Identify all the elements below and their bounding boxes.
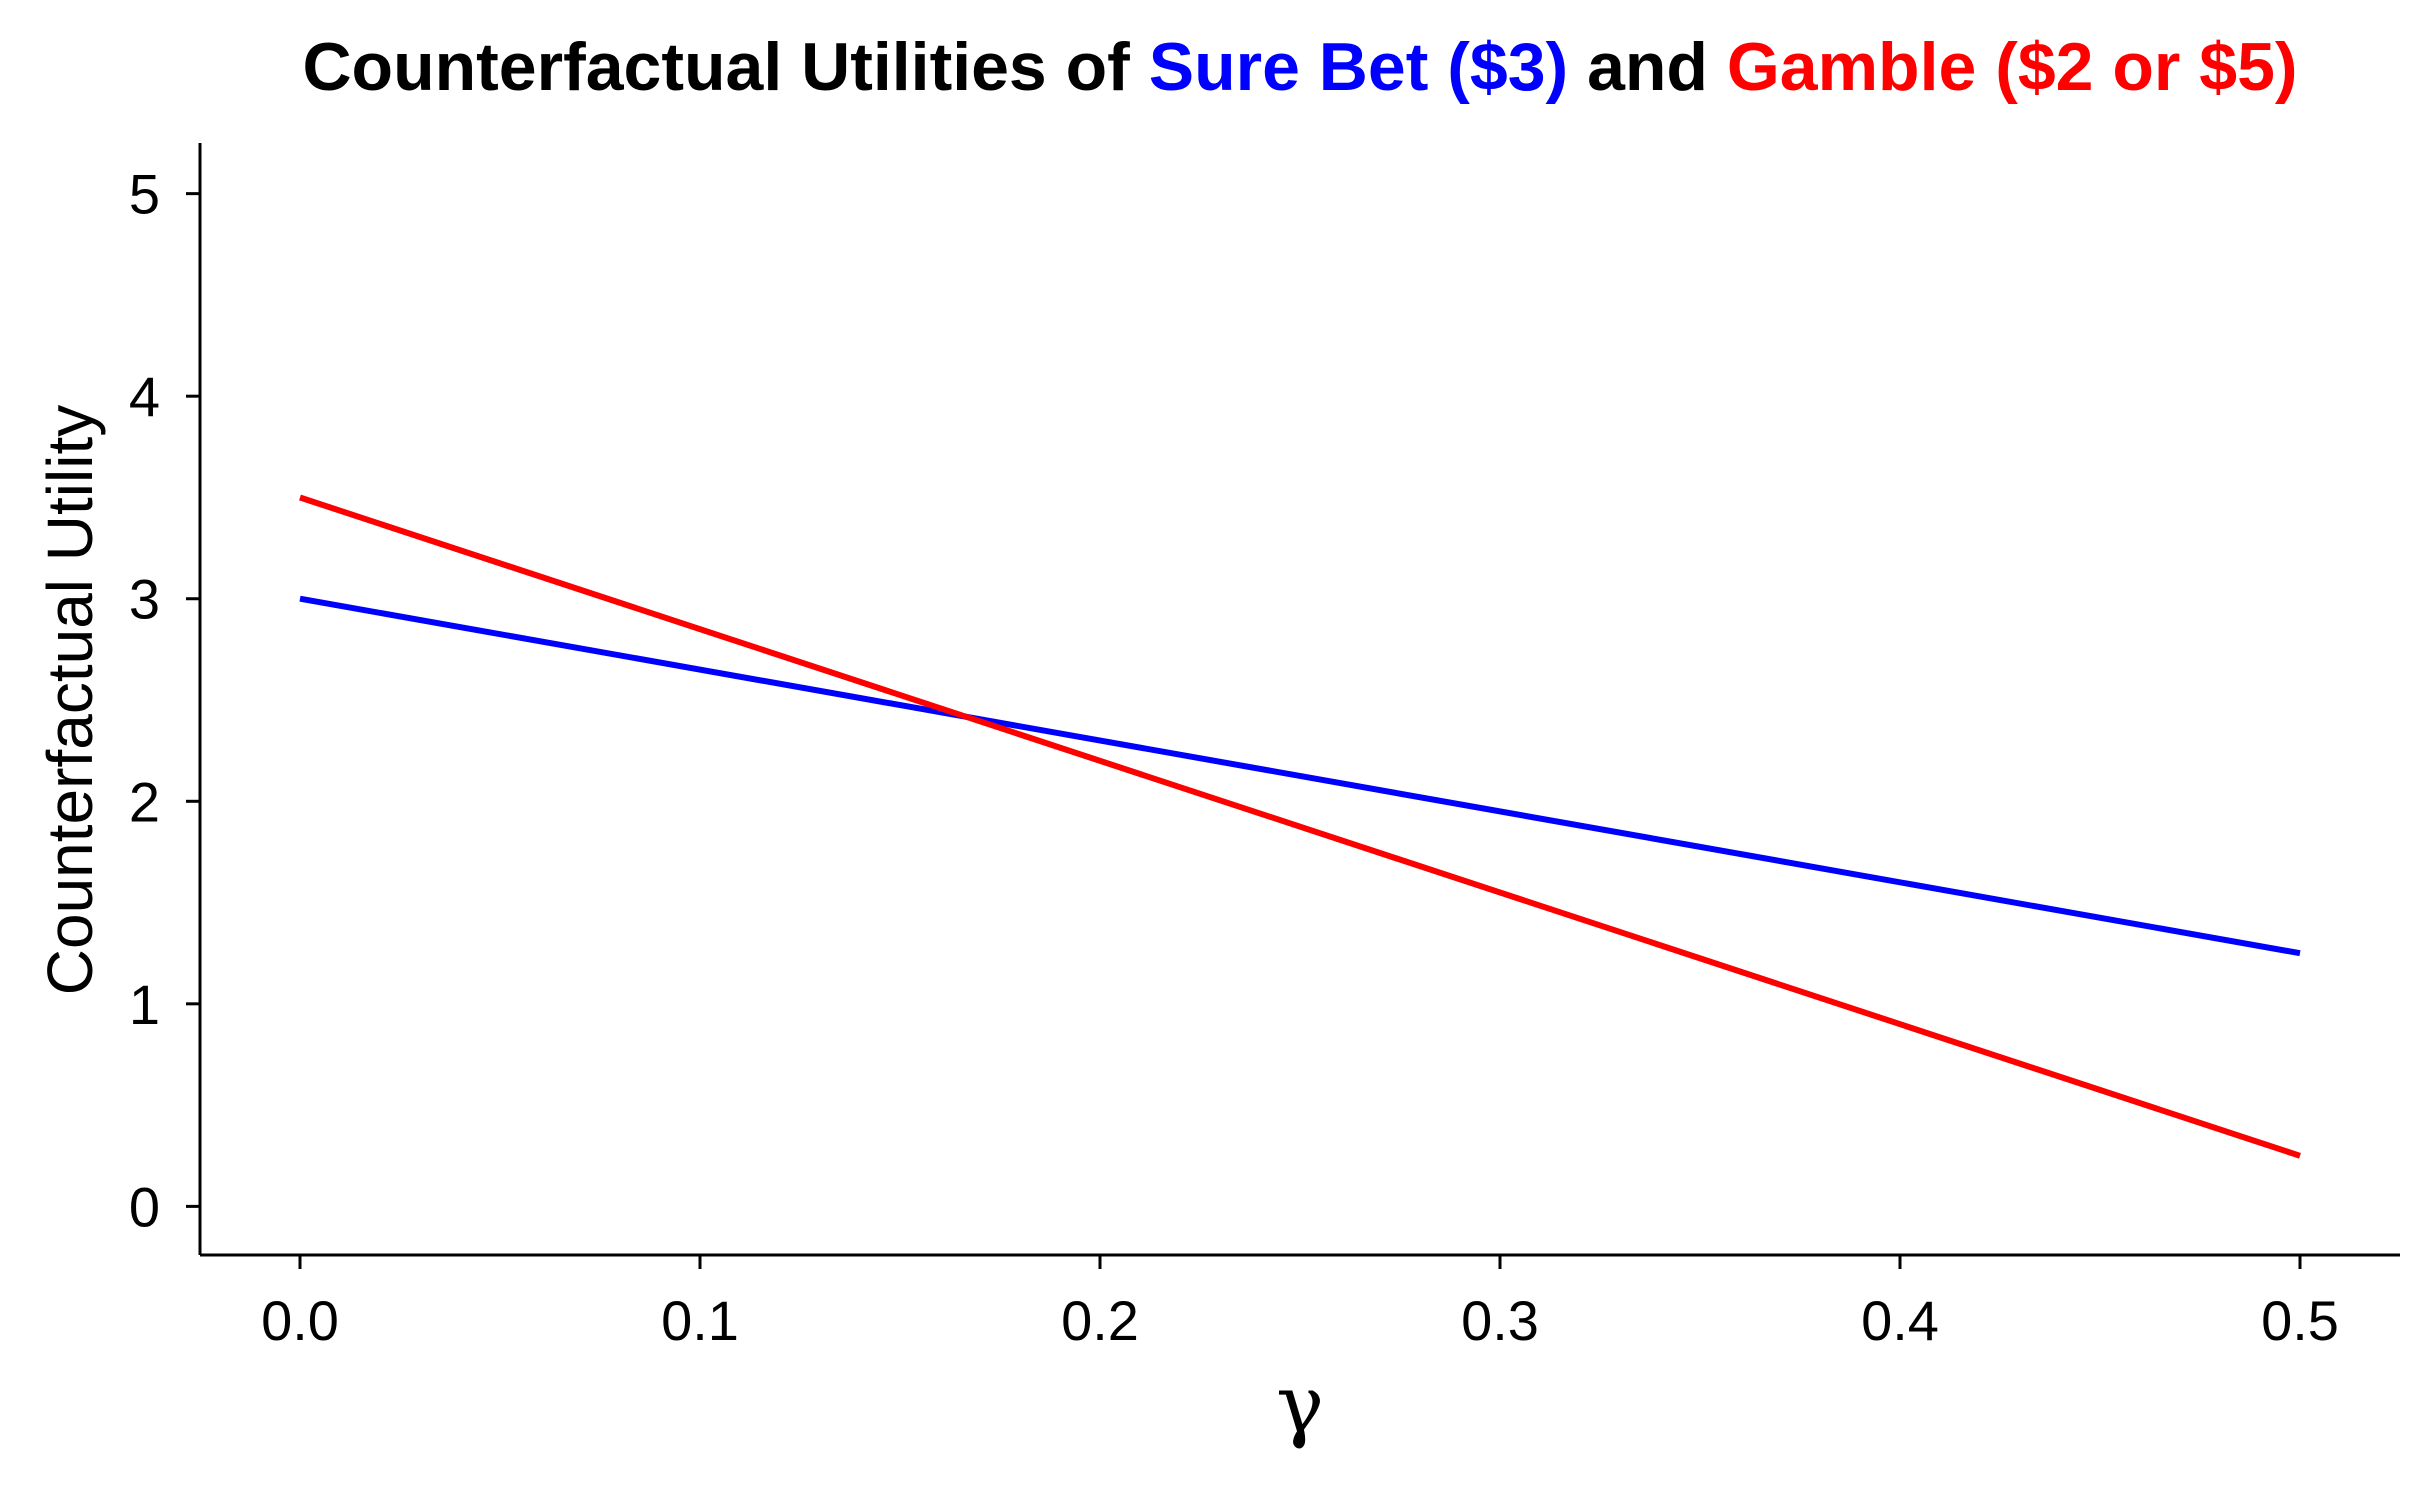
chart-title-part: Gamble ($2 or $5) <box>1727 29 2298 105</box>
series-line <box>299 595 2301 957</box>
chart-title-part: and <box>1568 29 1727 105</box>
x-tick-label: 0.5 <box>2261 1289 2339 1352</box>
x-tick-label: 0.0 <box>261 1289 339 1352</box>
y-axis-label: Counterfactual Utility <box>34 405 106 995</box>
y-tick-label: 2 <box>129 770 160 833</box>
series-layer <box>299 494 2301 1159</box>
y-tick-label: 4 <box>129 365 160 428</box>
x-tick-label: 0.3 <box>1461 1289 1539 1352</box>
x-tick-label: 0.4 <box>1861 1289 1939 1352</box>
y-tick-label: 5 <box>129 163 160 226</box>
x-tick-label: 0.1 <box>661 1289 739 1352</box>
y-tick-label: 3 <box>129 568 160 631</box>
chart-title-part: Counterfactual Utilities of <box>302 29 1148 105</box>
series-line <box>299 494 2301 1159</box>
y-ticks: 0 1 2 3 4 5 <box>129 163 200 1238</box>
chart-title: Counterfactual Utilities of Sure Bet ($3… <box>302 29 2297 105</box>
x-axis-label: γ <box>1276 1358 1324 1451</box>
y-tick-label: 0 <box>129 1175 160 1238</box>
y-tick-label: 1 <box>129 973 160 1036</box>
x-ticks: 0.0 0.1 0.2 0.3 0.4 0.5 <box>261 1255 2339 1352</box>
x-tick-label: 0.2 <box>1061 1289 1139 1352</box>
chart-title-part: Sure Bet ($3) <box>1149 29 1568 105</box>
